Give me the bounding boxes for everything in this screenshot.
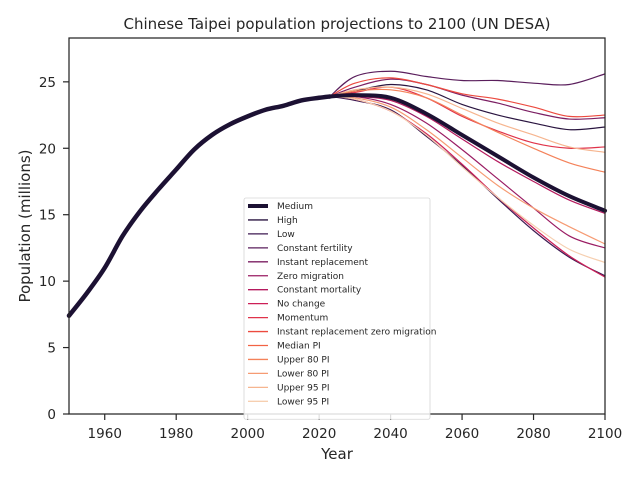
series-line-lower-95-pi — [329, 95, 606, 264]
legend-label: No change — [277, 300, 326, 310]
legend: Medium High Low Constant fertility Instant r… — [243, 197, 436, 420]
series-line-constant-fertility — [329, 70, 606, 98]
legend-label: Low — [277, 230, 295, 240]
legend-label: Median PI — [277, 342, 321, 352]
y-tick-label: 15 — [39, 208, 56, 224]
series-line-instant-replacement — [329, 78, 606, 120]
legend-box — [243, 197, 431, 420]
x-tick-label: 2080 — [516, 426, 550, 442]
chart-title: Chinese Taipei population projections to… — [123, 15, 550, 33]
x-tick-label: 2060 — [445, 426, 479, 442]
x-tick-label: 2000 — [230, 426, 264, 442]
legend-label: Zero migration — [277, 272, 344, 282]
legend-label: Instant replacement — [277, 258, 368, 268]
y-tick-label: 20 — [39, 141, 56, 157]
y-axis-label: Population (millions) — [16, 149, 34, 302]
legend-label: Lower 80 PI — [277, 369, 329, 379]
legend-label: Instant replacement zero migration — [277, 328, 436, 338]
legend-label: Upper 95 PI — [277, 383, 330, 393]
series-line-high — [329, 83, 606, 131]
legend-label: Momentum — [277, 314, 328, 324]
legend-label: Constant fertility — [277, 244, 353, 254]
series-line-lower-80-pi — [329, 95, 606, 245]
x-tick-label: 1960 — [88, 426, 122, 442]
legend-label: Upper 80 PI — [277, 355, 330, 365]
y-axis-ticks: 0 5 10 15 20 25 — [39, 75, 69, 423]
series-line-constant-mortality — [329, 95, 606, 214]
plot-lines — [66, 70, 607, 318]
series-line-upper-80-pi — [329, 88, 606, 173]
x-tick-label: 1980 — [159, 426, 193, 442]
x-axis-label: Year — [320, 445, 354, 463]
series-line-medium — [327, 93, 607, 213]
y-tick-label: 5 — [47, 341, 56, 357]
historical-line — [66, 94, 333, 318]
series-line-upper-95-pi — [329, 86, 606, 153]
x-tick-label: 2020 — [302, 426, 336, 442]
legend-label: Lower 95 PI — [277, 397, 329, 407]
x-tick-label: 2040 — [373, 426, 407, 442]
y-tick-label: 0 — [47, 407, 56, 423]
y-tick-label: 10 — [39, 274, 56, 290]
legend-label: High — [277, 216, 298, 226]
series-line-zero-migration — [329, 95, 606, 249]
y-tick-label: 25 — [39, 75, 56, 91]
legend-label: Medium — [277, 202, 313, 212]
legend-label: Constant mortality — [277, 286, 362, 296]
series-line-low — [329, 95, 606, 277]
x-tick-label: 2100 — [588, 426, 622, 442]
series-line-instant-replacement-zero-migration — [329, 77, 606, 118]
